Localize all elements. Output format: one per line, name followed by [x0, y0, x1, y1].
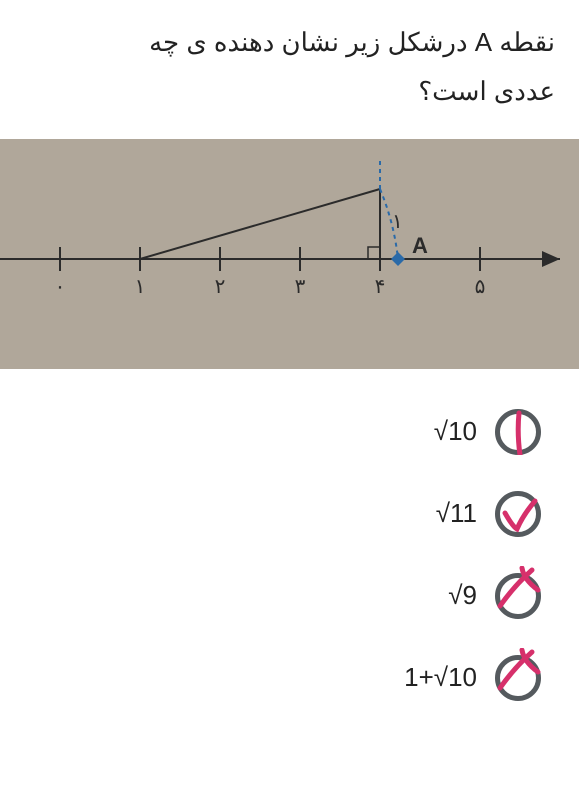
option-4[interactable]: 1+√10 [404, 655, 541, 701]
option-2[interactable]: √11 [436, 491, 541, 537]
svg-text:۵: ۵ [475, 276, 486, 298]
option-4-circle [495, 655, 541, 701]
svg-text:۱: ۱ [135, 276, 146, 298]
option-2-label: √11 [436, 498, 477, 529]
option-3[interactable]: √9 [448, 573, 541, 619]
option-4-mark [492, 648, 548, 704]
option-1-mark [495, 409, 541, 455]
svg-text:۲: ۲ [215, 276, 226, 298]
svg-text:۰: ۰ [55, 276, 66, 298]
option-1-circle [495, 409, 541, 455]
option-2-circle [495, 491, 541, 537]
option-1-label: √10 [434, 416, 477, 447]
option-3-label: √9 [448, 580, 477, 611]
option-1[interactable]: √10 [434, 409, 541, 455]
svg-text:۴: ۴ [375, 276, 386, 298]
number-line-svg: ۰۱۲۳۴۵۱A [0, 139, 579, 369]
question-line2: عددی است؟ [24, 67, 555, 116]
svg-text:A: A [412, 233, 428, 258]
option-3-mark [492, 566, 548, 622]
option-3-circle [495, 573, 541, 619]
options-list: √10 √11 √9 1+√10 [0, 409, 579, 701]
svg-text:۳: ۳ [295, 276, 306, 298]
diagram-area: ۰۱۲۳۴۵۱A [0, 139, 579, 369]
question-text: نقطه A درشکل زیر نشان دهنده ی چه عددی اس… [0, 0, 579, 117]
question-line1: نقطه A درشکل زیر نشان دهنده ی چه [24, 18, 555, 67]
option-4-label: 1+√10 [404, 662, 477, 693]
option-2-mark [495, 491, 541, 537]
